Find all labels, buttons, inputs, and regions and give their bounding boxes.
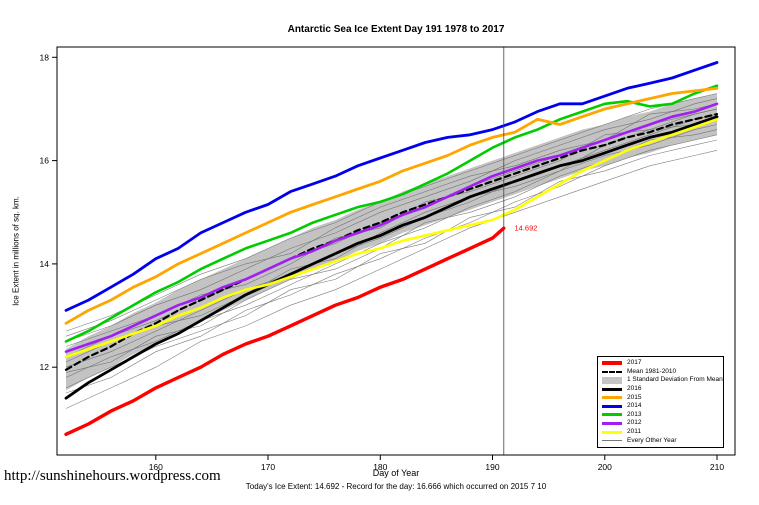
- x-tick-label: 180: [373, 462, 387, 472]
- y-tick-label: 12: [40, 362, 50, 372]
- series-line-2013: [64, 84, 719, 343]
- other-year-line: [65, 150, 718, 409]
- other-year-line: [65, 139, 718, 389]
- legend-label: 2017: [627, 359, 642, 367]
- legend-swatch-line: [601, 430, 623, 434]
- x-tick-label: 210: [710, 462, 724, 472]
- x-tick-label: 160: [149, 462, 163, 472]
- legend-item: Mean 1981-2010: [601, 368, 720, 377]
- legend-item: 2014: [601, 402, 720, 411]
- legend-label: Mean 1981-2010: [627, 367, 677, 375]
- y-tick-label: 18: [40, 52, 50, 62]
- legend-label: Every Other Year: [627, 436, 677, 444]
- legend-item: 2012: [601, 419, 720, 428]
- legend-item: 2011: [601, 428, 720, 437]
- x-axis-label: Day of Year: [372, 468, 420, 478]
- legend-swatch-line: [601, 396, 623, 400]
- x-tick-label: 190: [485, 462, 499, 472]
- legend-item: 2016: [601, 385, 720, 394]
- legend-label: 2012: [627, 419, 642, 427]
- series-line-2011: [64, 118, 719, 359]
- series-line-2016: [64, 115, 719, 400]
- legend-swatch-line: [601, 404, 623, 408]
- legend-swatch-band: [601, 376, 623, 384]
- series-line-2015: [64, 86, 719, 325]
- legend-label: 2013: [627, 410, 642, 418]
- chart-title: Antarctic Sea Ice Extent Day 191 1978 to…: [287, 24, 505, 35]
- legend-item: Every Other Year: [601, 436, 720, 445]
- legend-item: 2013: [601, 411, 720, 420]
- x-tick-label: 170: [261, 462, 275, 472]
- y-tick-label: 14: [40, 259, 50, 269]
- legend-item: 2015: [601, 393, 720, 402]
- series-line-2017: [64, 226, 506, 436]
- legend-swatch-line: [601, 413, 623, 417]
- series-line-2014: [64, 61, 719, 312]
- legend-swatch-line: [601, 440, 623, 442]
- x-axis-subtitle: Today's Ice Extent: 14.692 - Record for …: [245, 482, 547, 491]
- y-tick-label: 16: [40, 156, 50, 166]
- legend-label: 2015: [627, 393, 642, 401]
- plot-contents: [64, 47, 719, 455]
- legend-label: 2011: [627, 428, 641, 436]
- legend-swatch-line: [601, 361, 623, 366]
- footer-url-link[interactable]: http://sunshinehours.wordpress.com: [4, 468, 221, 484]
- other-year-line: [65, 103, 718, 337]
- legend-swatch-line: [601, 387, 623, 391]
- series-line-mean-1981-2010: [64, 113, 719, 371]
- legend-label: 2014: [627, 402, 642, 410]
- series-line-2012: [64, 102, 719, 353]
- plot-border: [56, 46, 736, 456]
- other-year-line: [65, 98, 718, 342]
- legend-item: 1 Standard Deviation From Mean: [601, 376, 723, 385]
- legend-item: 2017: [601, 359, 720, 368]
- legend-label: 2016: [627, 385, 642, 393]
- y-axis-label: Ice Extent in millions of sq. km.: [11, 196, 21, 306]
- legend-swatch-line: [601, 421, 623, 425]
- legend-swatch-dash: [601, 370, 623, 373]
- legend: 2017 Mean 1981-2010 1 Standard Deviation F…: [597, 356, 724, 448]
- annotation-value: 14.692: [515, 224, 538, 233]
- x-tick-label: 200: [598, 462, 612, 472]
- legend-label: 1 Standard Deviation From Mean: [627, 376, 723, 384]
